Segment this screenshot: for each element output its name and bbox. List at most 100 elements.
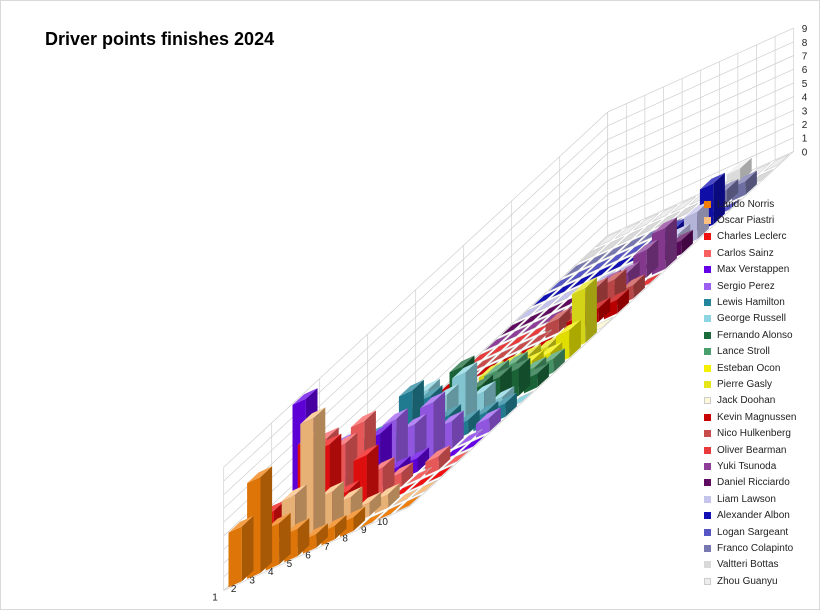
z-tick-label: 3 xyxy=(802,106,808,117)
legend-label: Sergio Perez xyxy=(717,280,775,292)
bar xyxy=(763,154,790,172)
legend-swatch xyxy=(704,282,711,290)
bar xyxy=(532,289,558,307)
legend-swatch xyxy=(704,348,711,356)
category-tick-label: 9 xyxy=(361,525,367,536)
legend-item: Zhou Guanyu xyxy=(704,573,797,589)
category-tick-label: 5 xyxy=(287,559,293,570)
legend-swatch xyxy=(704,528,711,536)
bar xyxy=(580,244,606,263)
bar xyxy=(606,255,633,273)
bar xyxy=(377,503,403,521)
legend-item: Charles Leclerc xyxy=(704,229,797,245)
legend-swatch xyxy=(704,561,711,569)
bar xyxy=(588,263,614,282)
legend-label: Yuki Tsunoda xyxy=(717,460,777,472)
bar xyxy=(409,473,435,491)
legend-swatch xyxy=(704,315,711,323)
legend-item: Liam Lawson xyxy=(704,491,797,507)
bar xyxy=(596,229,622,248)
legend-swatch xyxy=(704,544,711,552)
gridlines xyxy=(223,27,795,591)
legend-item: Lance Stroll xyxy=(704,344,797,360)
bar xyxy=(569,272,595,290)
legend-swatch xyxy=(704,364,711,372)
legend-label: Lewis Hamilton xyxy=(717,297,785,309)
category-tick-label: 4 xyxy=(268,567,274,578)
z-tick-label: 7 xyxy=(802,52,808,63)
category-tick-label: 1 xyxy=(212,592,218,603)
bar xyxy=(550,280,577,299)
z-tick-label: 5 xyxy=(802,79,808,90)
bar xyxy=(636,219,662,237)
bar xyxy=(468,348,494,366)
legend-item: Daniel Ricciardo xyxy=(704,475,797,491)
bar xyxy=(475,407,501,438)
bar xyxy=(459,435,486,453)
legend-label: Alexander Albon xyxy=(717,510,790,522)
z-tick-label: 8 xyxy=(802,38,808,49)
chart-title: Driver points finishes 2024 xyxy=(45,29,275,49)
legend-label: George Russell xyxy=(717,313,786,325)
bar xyxy=(427,465,454,483)
legend-item: Jack Doohan xyxy=(704,393,797,409)
z-tick-label: 1 xyxy=(802,134,808,145)
bar xyxy=(521,316,547,335)
bar xyxy=(683,201,709,246)
legend-label: Pierre Gasly xyxy=(717,378,773,390)
legend-label: Fernando Alonso xyxy=(717,329,793,341)
legend-swatch xyxy=(704,331,711,339)
bar xyxy=(523,362,549,394)
bar xyxy=(247,466,273,579)
bar xyxy=(604,249,630,267)
bar xyxy=(534,295,561,313)
legend-item: Pierre Gasly xyxy=(704,376,797,392)
legend-item: Valtteri Bottas xyxy=(704,557,797,573)
z-tick-label: 2 xyxy=(802,120,808,131)
legend-label: Daniel Ricciardo xyxy=(717,477,790,489)
bar xyxy=(425,445,451,476)
legend-label: Kevin Magnussen xyxy=(717,411,797,423)
legend-swatch xyxy=(704,266,711,274)
legend: Lando Norris Oscar Piastri Charles Leclerc… xyxy=(704,196,797,589)
bar xyxy=(457,429,483,447)
legend-label: Carlos Sainz xyxy=(717,247,774,259)
bar xyxy=(537,301,563,320)
legend-label: Lance Stroll xyxy=(717,346,770,358)
bar xyxy=(518,310,545,328)
legend-item: Carlos Sainz xyxy=(704,245,797,261)
legend-swatch xyxy=(704,249,711,257)
z-tick-label: 0 xyxy=(802,147,808,158)
legend-label: Valtteri Bottas xyxy=(717,559,779,571)
legend-item: Logan Sargeant xyxy=(704,524,797,540)
legend-item: Yuki Tsunoda xyxy=(704,458,797,474)
bar xyxy=(582,251,609,269)
category-tick-label: 3 xyxy=(249,576,255,587)
bar xyxy=(489,346,515,364)
bar xyxy=(614,221,641,239)
z-tick-label: 4 xyxy=(802,93,808,104)
bar xyxy=(633,213,659,231)
bar xyxy=(617,227,643,246)
legend-label: Franco Colapinto xyxy=(717,542,794,554)
bar xyxy=(470,354,497,373)
legend-swatch xyxy=(704,413,711,421)
legend-item: George Russell xyxy=(704,311,797,327)
bar xyxy=(585,257,611,275)
bar xyxy=(443,450,470,468)
bar xyxy=(505,331,531,349)
legend-label: Max Verstappen xyxy=(717,264,790,276)
bar xyxy=(411,479,438,498)
legend-item: Kevin Magnussen xyxy=(704,409,797,425)
legend-label: Oliver Bearman xyxy=(717,444,787,456)
bar xyxy=(358,511,384,529)
legend-swatch xyxy=(704,380,711,388)
category-tick-label: 7 xyxy=(324,542,330,553)
legend-item: Oliver Bearman xyxy=(704,442,797,458)
bar xyxy=(486,339,513,358)
bar xyxy=(545,307,571,339)
bar xyxy=(553,287,579,305)
legend-item: Sergio Perez xyxy=(704,278,797,294)
